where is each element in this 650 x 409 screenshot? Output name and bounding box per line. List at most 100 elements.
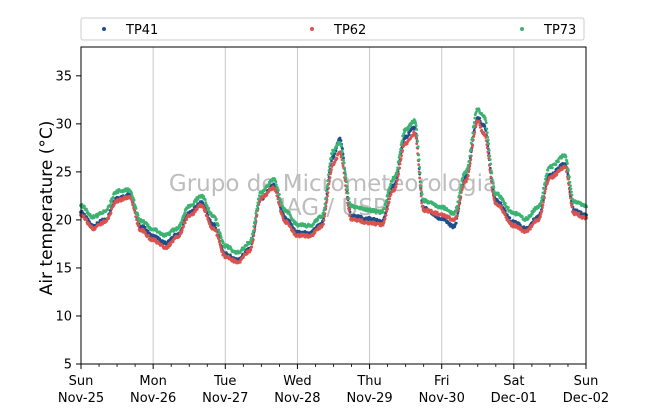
- data-point: [486, 135, 490, 139]
- data-point: [485, 146, 489, 150]
- data-point: [407, 126, 411, 130]
- data-point: [419, 188, 423, 191]
- data-point: [416, 145, 420, 149]
- data-point: [261, 191, 265, 195]
- data-point: [85, 218, 88, 222]
- data-point: [346, 191, 350, 195]
- watermark: Grupo de Micrometeorologia IAG / USP: [169, 171, 497, 221]
- data-point: [255, 204, 259, 208]
- data-point: [347, 209, 351, 212]
- data-point: [255, 207, 259, 211]
- data-point: [570, 205, 574, 209]
- data-point: [218, 241, 222, 245]
- data-point: [343, 170, 347, 173]
- data-point: [418, 165, 422, 169]
- data-point: [399, 147, 403, 151]
- data-point: [281, 216, 285, 220]
- data-point: [478, 116, 482, 120]
- data-point: [182, 224, 186, 228]
- data-point: [480, 128, 484, 132]
- data-point: [205, 215, 209, 218]
- data-point: [539, 201, 543, 205]
- x-tick-label-day: Sun: [574, 374, 599, 389]
- data-point: [274, 191, 278, 194]
- data-point: [388, 197, 392, 201]
- data-point: [288, 210, 291, 214]
- legend-label-tp73: TP73: [543, 23, 576, 38]
- data-point: [399, 143, 403, 147]
- data-point: [136, 221, 140, 225]
- data-point: [454, 221, 458, 225]
- data-point: [417, 163, 421, 167]
- data-point: [401, 134, 405, 138]
- data-point: [397, 160, 401, 163]
- y-tick-label: 35: [55, 69, 72, 84]
- y-tick-label: 25: [55, 165, 72, 180]
- data-point: [111, 196, 115, 199]
- data-point: [461, 185, 465, 188]
- data-point: [344, 176, 348, 179]
- data-point: [257, 194, 261, 198]
- data-point: [251, 232, 255, 235]
- data-point: [564, 155, 568, 159]
- data-point: [250, 236, 254, 240]
- data-point: [483, 124, 487, 128]
- data-point: [340, 144, 343, 148]
- data-point: [348, 213, 352, 217]
- data-point: [155, 228, 159, 231]
- data-point: [563, 153, 566, 157]
- data-point: [418, 171, 422, 175]
- data-point: [490, 178, 494, 182]
- data-point: [321, 214, 324, 218]
- data-point: [381, 210, 385, 214]
- data-point: [399, 157, 403, 161]
- data-point: [566, 162, 569, 165]
- x-tick-label-date: Nov-27: [202, 391, 248, 406]
- data-point: [132, 198, 136, 202]
- data-point: [219, 246, 223, 250]
- data-point: [116, 191, 120, 195]
- data-point: [454, 209, 458, 213]
- y-tick-label: 5: [64, 358, 72, 373]
- data-point: [345, 180, 348, 184]
- data-point: [347, 197, 351, 200]
- data-point: [322, 218, 326, 222]
- data-point: [90, 225, 94, 229]
- legend-marker-tp62: [310, 27, 314, 31]
- data-point: [277, 193, 281, 196]
- data-point: [471, 143, 475, 147]
- data-point: [208, 218, 212, 222]
- data-point: [249, 238, 253, 242]
- data-point: [328, 162, 332, 166]
- data-point: [326, 194, 329, 198]
- data-point: [467, 159, 471, 163]
- x-tick-label-date: Nov-29: [346, 391, 392, 406]
- data-point: [568, 180, 572, 184]
- data-point: [328, 176, 332, 179]
- data-point: [541, 203, 545, 207]
- data-point: [341, 154, 345, 158]
- data-point: [391, 178, 395, 182]
- data-point: [398, 162, 402, 166]
- data-point: [238, 260, 242, 264]
- data-point: [183, 221, 187, 225]
- data-point: [464, 170, 468, 174]
- data-point: [530, 212, 534, 216]
- data-point: [395, 168, 399, 172]
- data-point: [322, 208, 326, 212]
- legend-label-tp41: TP41: [125, 23, 158, 38]
- data-point: [396, 178, 400, 182]
- x-tick-label-day: Wed: [283, 374, 311, 389]
- data-point: [412, 130, 416, 134]
- data-point: [168, 233, 172, 237]
- data-point: [499, 201, 503, 205]
- data-point: [339, 139, 343, 142]
- data-point: [420, 192, 424, 196]
- data-point: [579, 210, 583, 214]
- x-tick-label-day: Fri: [434, 374, 450, 389]
- data-point: [289, 226, 293, 229]
- y-tick-label: 15: [55, 261, 72, 276]
- data-point: [488, 154, 492, 158]
- data-point: [328, 165, 331, 169]
- data-point: [276, 188, 280, 192]
